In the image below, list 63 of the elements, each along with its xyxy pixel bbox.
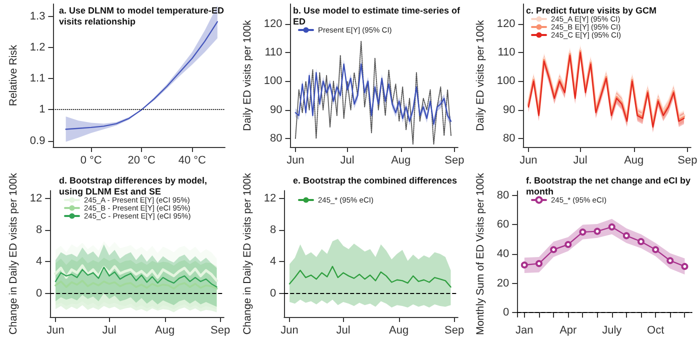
y-tick-label: 1.2: [30, 42, 46, 54]
x-tick-label: Sep: [444, 154, 464, 166]
x-tick-label: Jun: [46, 324, 64, 336]
y-tick-label: 60: [496, 218, 510, 231]
x-tick-label: July: [602, 324, 622, 336]
y-tick-label: 0: [503, 306, 510, 319]
x-tick-label: Jul: [573, 154, 588, 166]
chart-title: e. Bootstrap the combined differences: [292, 176, 457, 186]
y-tick-label: 4: [36, 256, 42, 268]
x-tick-label: Aug: [390, 154, 410, 166]
y-axis-title: Change in Daily ED visits per 100k: [8, 172, 20, 335]
x-tick-label: Apr: [560, 324, 578, 336]
chart-title: f. Bootstrap the net change and eCI by month: [526, 176, 694, 196]
y-tick-label: 110: [264, 46, 282, 59]
x-tick-label: Sep: [210, 324, 230, 336]
y-axis-title: Daily ED visits per 100k: [241, 19, 253, 131]
y-axis-title: Change in Daily ED visits per 100k: [241, 172, 253, 335]
y-tick-label: 0: [36, 287, 42, 300]
y-tick-label: 80: [270, 132, 282, 144]
chart-title: c. Predict future visits by GCM: [526, 6, 657, 16]
y-tick-label: 0.9: [30, 134, 46, 147]
y-tick-label: 100: [263, 75, 282, 88]
x-tick-label: 0 °C: [80, 154, 102, 166]
x-tick-label: Sep: [678, 154, 698, 166]
y-tick-label: 90: [503, 104, 516, 116]
y-tick-label: 80: [503, 132, 516, 144]
chart-title: d. Bootstrap differences by model, using DLNM Est and SE: [59, 176, 210, 196]
y-tick-label: 1.3: [30, 10, 46, 22]
y-tick-label: 0: [270, 287, 276, 300]
y-tick-label: 12: [30, 192, 42, 205]
y-tick-label: 1: [39, 104, 46, 116]
y-tick-label: 40: [496, 248, 510, 260]
y-axis-title: Daily ED visits per 100k: [474, 19, 486, 131]
text: b. Use model to estimate time-series of ED: [292, 6, 462, 26]
y-tick-label: 8: [270, 224, 276, 236]
y-tick-label: 120: [263, 18, 282, 30]
x-tick-label: Aug: [624, 154, 644, 166]
y-tick-label: 80: [496, 189, 510, 202]
y-tick-label: 100: [496, 75, 516, 88]
x-tick-label: Sep: [444, 324, 464, 336]
y-tick-label: 120: [496, 18, 516, 30]
y-tick-label: 8: [36, 224, 42, 236]
y-tick-label: 12: [263, 192, 276, 205]
y-tick-label: 110: [498, 46, 516, 59]
x-tick-label: 20 °C: [128, 154, 156, 166]
x-tick-label: Aug: [155, 324, 175, 336]
y-tick-label: 1.1: [30, 72, 46, 85]
x-tick-label: Jul: [336, 324, 350, 336]
y-tick-label: 90: [270, 104, 282, 116]
y-axis-title: Monthly Sum of ED Visits per 100k: [474, 172, 486, 336]
x-tick-label: Jun: [520, 154, 538, 166]
x-tick-label: Jul: [340, 154, 354, 166]
x-tick-label: Jun: [286, 154, 304, 166]
x-tick-label: Jun: [280, 324, 298, 336]
x-tick-label: Jul: [102, 324, 116, 336]
x-tick-label: Oct: [647, 324, 664, 336]
x-tick-label: 40 °C: [178, 154, 206, 166]
text: a. Use DLNM to model temperature-ED visits relationship: [59, 6, 227, 26]
y-tick-label: 20: [496, 277, 510, 290]
y-tick-label: 4: [270, 256, 276, 268]
x-tick-label: Jan: [516, 324, 534, 336]
y-axis-title: Relative Risk: [8, 44, 20, 106]
x-tick-label: Aug: [388, 324, 408, 336]
